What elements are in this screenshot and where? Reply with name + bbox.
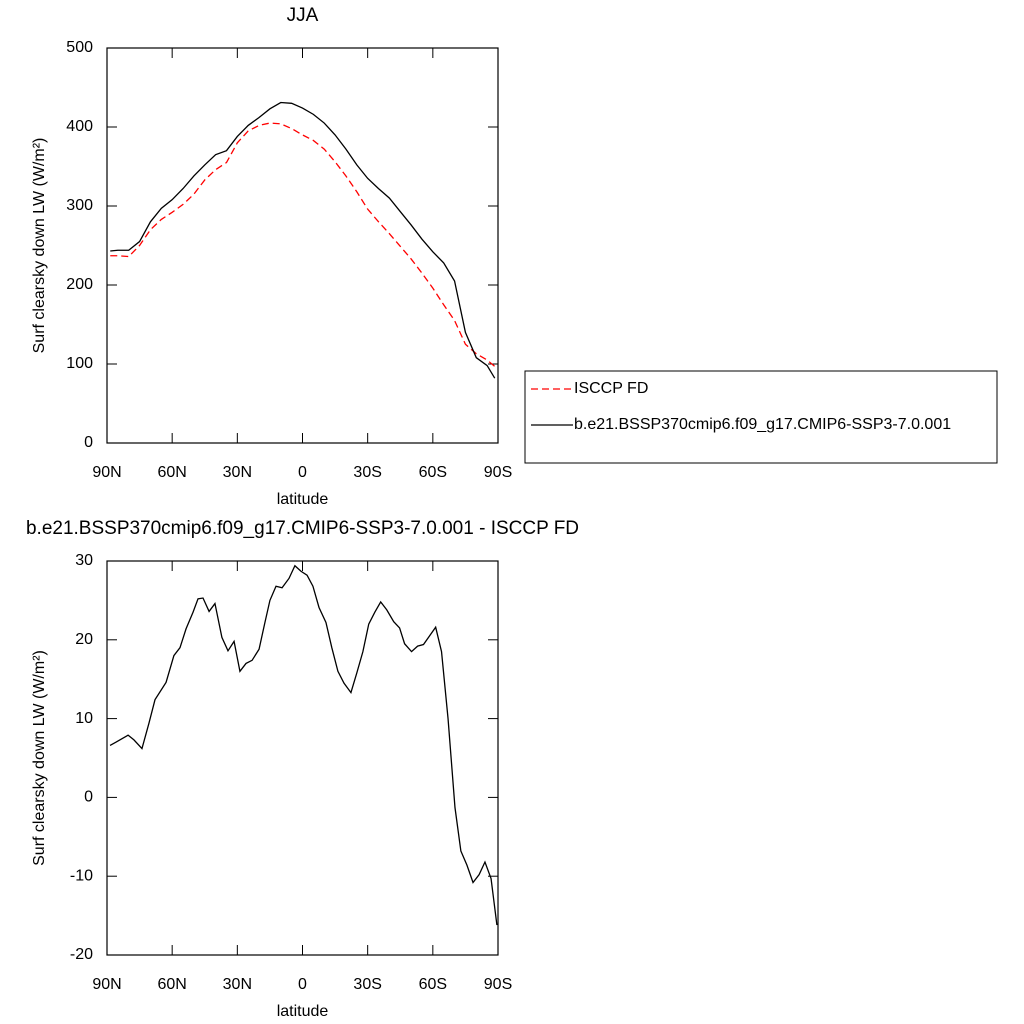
x-tick-label: 30S [353, 976, 381, 993]
plot-frame [106, 560, 499, 956]
chart-title: JJA [287, 5, 319, 26]
x-tick-label: 60S [419, 464, 447, 481]
y-tick-label: -10 [70, 867, 93, 884]
y-axis-label: Surf clearsky down LW (W/m²) [31, 650, 48, 866]
x-tick-label: 60S [419, 976, 447, 993]
x-tick-label: 0 [298, 976, 307, 993]
legend-label: b.e21.BSSP370cmip6.f09_g17.CMIP6-SSP3-7.… [574, 416, 951, 433]
y-tick-label: 100 [66, 355, 93, 372]
y-tick-label: 200 [66, 276, 93, 293]
x-tick-label: 30N [223, 464, 252, 481]
y-tick-label: 30 [75, 552, 93, 569]
data-line [110, 122, 496, 367]
y-tick-label: 400 [66, 118, 93, 135]
x-tick-label: 60N [157, 464, 186, 481]
x-tick-label: 60N [157, 976, 186, 993]
y-tick-label: -20 [70, 946, 93, 963]
x-tick-label: 30N [223, 976, 252, 993]
x-tick-label: 90S [484, 464, 512, 481]
x-tick-label: 30S [353, 464, 381, 481]
x-axis-label: latitude [277, 491, 329, 508]
y-tick-label: 300 [66, 197, 93, 214]
x-axis-label: latitude [277, 1003, 329, 1020]
y-axis-label: Surf clearsky down LW (W/m²) [31, 138, 48, 354]
data-line [110, 101, 496, 379]
y-tick-label: 10 [75, 710, 93, 727]
x-tick-label: 90N [92, 464, 121, 481]
legend-label: ISCCP FD [574, 380, 648, 397]
y-tick-label: 0 [84, 434, 93, 451]
y-tick-label: 500 [66, 39, 93, 56]
y-tick-label: 20 [75, 631, 93, 648]
y-tick-label: 0 [84, 789, 93, 806]
x-tick-label: 90S [484, 976, 512, 993]
x-tick-label: 0 [298, 464, 307, 481]
data-line [109, 564, 498, 926]
legend-box [524, 370, 998, 464]
x-tick-label: 90N [92, 976, 121, 993]
chart-title: b.e21.BSSP370cmip6.f09_g17.CMIP6-SSP3-7.… [26, 518, 579, 539]
plot-frame [106, 47, 499, 444]
